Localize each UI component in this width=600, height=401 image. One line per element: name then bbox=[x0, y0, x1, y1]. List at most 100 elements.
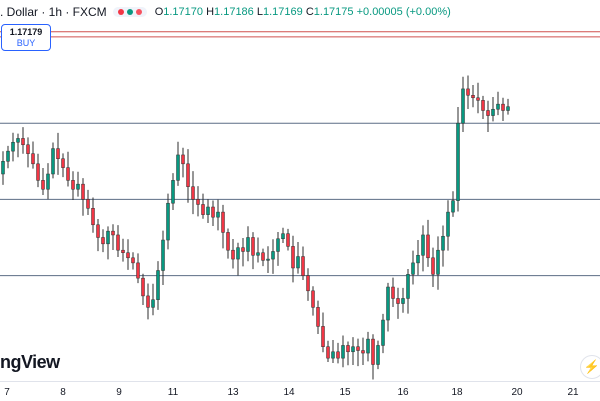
time-axis[interactable]: 7 8 9 11 13 14 15 16 18 20 21 bbox=[0, 381, 600, 401]
candle-body bbox=[426, 234, 430, 259]
candle-body bbox=[241, 247, 245, 252]
candle-body bbox=[211, 206, 215, 218]
candle-body bbox=[276, 238, 280, 252]
candle-body bbox=[71, 180, 75, 190]
candle-body bbox=[396, 298, 400, 304]
candle-body bbox=[461, 88, 465, 124]
buy-label: BUY bbox=[16, 38, 36, 48]
candle-body bbox=[321, 326, 325, 347]
candle-body bbox=[261, 252, 265, 261]
candle-body bbox=[26, 144, 30, 154]
candle-body bbox=[371, 338, 375, 365]
candle-body bbox=[416, 255, 420, 264]
open-value: 1.17170 bbox=[163, 6, 204, 18]
candle-body bbox=[96, 224, 100, 238]
candle-body bbox=[106, 230, 110, 245]
symbol-legend: . Dollar · 1h · FXCM O1.17170 H1.17186 L… bbox=[0, 3, 451, 21]
candle-body bbox=[336, 351, 340, 359]
candle-body bbox=[411, 262, 415, 275]
buy-price: 1.17179 bbox=[9, 27, 43, 37]
candle-body bbox=[31, 153, 35, 165]
candle-body bbox=[126, 252, 130, 259]
candle-body bbox=[251, 237, 255, 256]
candle-body bbox=[296, 256, 300, 269]
time-tick-label: 20 bbox=[511, 387, 523, 398]
candle-body bbox=[281, 233, 285, 240]
candle-body bbox=[376, 345, 380, 365]
horizontal-levels[interactable] bbox=[0, 31, 600, 277]
candle-body bbox=[151, 299, 155, 308]
candle-body bbox=[186, 163, 190, 187]
candle-body bbox=[406, 274, 410, 299]
candle-body bbox=[76, 183, 80, 190]
candle-body bbox=[6, 150, 10, 162]
candle-body bbox=[451, 200, 455, 213]
candle-body bbox=[236, 247, 240, 260]
candle-body bbox=[201, 204, 205, 215]
ohlc-values: O1.17170 H1.17186 L1.17169 C1.17175 +0.0… bbox=[154, 6, 451, 18]
candle-body bbox=[121, 249, 125, 253]
candle-body bbox=[36, 163, 40, 181]
candle-body bbox=[306, 275, 310, 292]
candle-body bbox=[111, 230, 115, 236]
candle-body bbox=[166, 202, 170, 241]
candle-body bbox=[446, 211, 450, 237]
candle-body bbox=[81, 183, 85, 200]
change-value: +0.00005 (+0.00%) bbox=[356, 6, 451, 18]
candle-body bbox=[61, 158, 65, 168]
candle-body bbox=[206, 206, 210, 215]
candle-body bbox=[1, 161, 5, 175]
candle-body bbox=[21, 138, 25, 146]
candlestick-series bbox=[1, 75, 510, 380]
time-tick-label: 7 bbox=[4, 387, 10, 398]
candle-body bbox=[441, 235, 445, 251]
time-tick-label: 15 bbox=[339, 387, 351, 398]
high-value: 1.17186 bbox=[214, 6, 254, 18]
candle-body bbox=[311, 290, 315, 308]
candle-body bbox=[271, 251, 275, 260]
candle-body bbox=[436, 249, 440, 275]
time-tick-label: 18 bbox=[451, 387, 463, 398]
close-value: 1.17175 bbox=[313, 6, 354, 18]
status-dots[interactable] bbox=[112, 7, 147, 17]
candle-body bbox=[116, 234, 120, 251]
time-tick-label: 21 bbox=[567, 387, 579, 398]
candle-body bbox=[466, 88, 470, 96]
candle-body bbox=[471, 95, 475, 99]
candle-body bbox=[506, 106, 510, 111]
candle-body bbox=[366, 338, 370, 354]
candle-body bbox=[226, 232, 230, 251]
candle-body bbox=[501, 103, 505, 111]
candle-body bbox=[16, 138, 20, 143]
status-dot-2 bbox=[126, 9, 133, 15]
price-chart[interactable] bbox=[0, 0, 600, 381]
candle-body bbox=[481, 100, 485, 111]
buy-order-button[interactable]: 1.17179 BUY bbox=[1, 24, 51, 51]
candle-body bbox=[136, 262, 140, 279]
candle-body bbox=[256, 252, 260, 256]
candle-body bbox=[431, 257, 435, 275]
candle-body bbox=[141, 277, 145, 297]
time-tick-label: 8 bbox=[60, 387, 66, 398]
candle-body bbox=[316, 307, 320, 327]
status-dot-1 bbox=[117, 9, 124, 15]
candle-body bbox=[221, 211, 225, 233]
candle-body bbox=[456, 122, 460, 201]
candle-body bbox=[331, 351, 335, 359]
candle-body bbox=[246, 237, 250, 252]
candle-body bbox=[326, 346, 330, 359]
candle-body bbox=[391, 286, 395, 299]
candle-body bbox=[171, 180, 175, 204]
candle-body bbox=[176, 154, 180, 181]
candle-body bbox=[196, 199, 200, 205]
low-value: 1.17169 bbox=[262, 6, 303, 18]
candle-body bbox=[496, 103, 500, 110]
candle-body bbox=[341, 345, 345, 359]
candle-body bbox=[181, 154, 185, 165]
candle-body bbox=[146, 295, 150, 308]
candle-body bbox=[291, 246, 295, 269]
candle-body bbox=[161, 239, 165, 271]
lightning-icon[interactable]: ⚡ bbox=[580, 355, 600, 379]
candle-body bbox=[131, 257, 135, 264]
candle-body bbox=[231, 249, 235, 260]
